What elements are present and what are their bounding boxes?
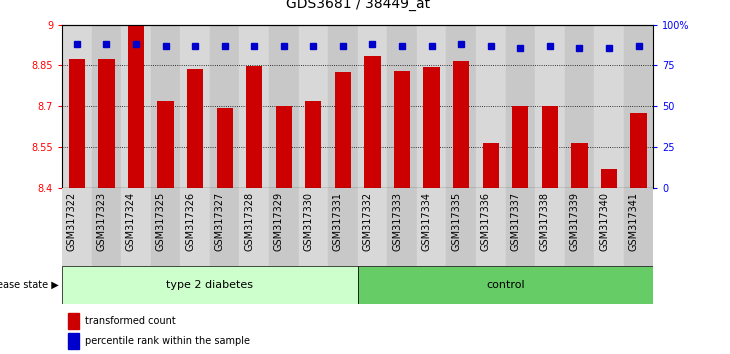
- Text: GSM317333: GSM317333: [392, 192, 402, 251]
- Bar: [210, 188, 239, 266]
- Text: GSM317338: GSM317338: [540, 192, 550, 251]
- Bar: [417, 25, 447, 188]
- Bar: [180, 188, 210, 266]
- Bar: [423, 67, 439, 188]
- Bar: [68, 313, 79, 329]
- Bar: [151, 188, 180, 266]
- Bar: [535, 188, 565, 266]
- Bar: [565, 25, 594, 188]
- Bar: [447, 188, 476, 266]
- Bar: [358, 188, 388, 266]
- Text: GSM317322: GSM317322: [67, 192, 77, 251]
- Bar: [121, 25, 151, 188]
- Text: GSM317340: GSM317340: [599, 192, 609, 251]
- Text: GSM317329: GSM317329: [274, 192, 284, 251]
- Bar: [358, 25, 388, 188]
- Bar: [388, 188, 417, 266]
- Bar: [476, 25, 505, 188]
- Bar: [239, 188, 269, 266]
- Bar: [565, 188, 594, 266]
- Bar: [121, 188, 151, 266]
- Text: GSM317332: GSM317332: [363, 192, 372, 251]
- Bar: [62, 188, 92, 266]
- Bar: [335, 72, 351, 188]
- Bar: [217, 108, 233, 188]
- Text: GSM317324: GSM317324: [126, 192, 136, 251]
- Text: GSM317334: GSM317334: [422, 192, 431, 251]
- Bar: [299, 25, 328, 188]
- Bar: [364, 56, 380, 188]
- Text: type 2 diabetes: type 2 diabetes: [166, 280, 253, 290]
- Bar: [69, 59, 85, 188]
- Bar: [453, 61, 469, 188]
- Bar: [476, 188, 505, 266]
- Bar: [506, 25, 535, 188]
- Bar: [572, 143, 588, 188]
- Bar: [328, 25, 358, 188]
- Bar: [246, 66, 262, 188]
- Bar: [180, 25, 210, 188]
- Bar: [358, 266, 653, 304]
- Bar: [542, 106, 558, 188]
- Text: GSM317337: GSM317337: [510, 192, 520, 251]
- Bar: [483, 143, 499, 188]
- Bar: [624, 25, 653, 188]
- Text: GSM317336: GSM317336: [481, 192, 491, 251]
- Bar: [269, 188, 299, 266]
- Bar: [388, 25, 417, 188]
- Text: GDS3681 / 38449_at: GDS3681 / 38449_at: [285, 0, 430, 11]
- Bar: [594, 25, 624, 188]
- Bar: [394, 71, 410, 188]
- Bar: [601, 169, 617, 188]
- Text: GSM317323: GSM317323: [96, 192, 107, 251]
- Bar: [68, 333, 79, 349]
- Text: GSM317331: GSM317331: [333, 192, 343, 251]
- Text: GSM317339: GSM317339: [569, 192, 580, 251]
- Bar: [239, 25, 269, 188]
- Text: GSM317330: GSM317330: [304, 192, 313, 251]
- Bar: [92, 188, 121, 266]
- Bar: [128, 26, 144, 188]
- Bar: [151, 25, 180, 188]
- Text: GSM317327: GSM317327: [215, 192, 225, 251]
- Bar: [269, 25, 299, 188]
- Bar: [417, 188, 447, 266]
- Bar: [210, 25, 239, 188]
- Bar: [99, 59, 115, 188]
- Bar: [187, 69, 203, 188]
- Bar: [328, 188, 358, 266]
- Bar: [92, 25, 121, 188]
- Bar: [594, 188, 624, 266]
- Bar: [512, 106, 529, 188]
- Bar: [62, 25, 92, 188]
- Bar: [299, 188, 328, 266]
- Bar: [631, 113, 647, 188]
- Bar: [62, 266, 358, 304]
- Bar: [535, 25, 565, 188]
- Text: transformed count: transformed count: [85, 316, 175, 326]
- Bar: [276, 106, 292, 188]
- Text: GSM317325: GSM317325: [155, 192, 166, 251]
- Bar: [447, 25, 476, 188]
- Text: GSM317341: GSM317341: [629, 192, 639, 251]
- Text: GSM317335: GSM317335: [451, 192, 461, 251]
- Bar: [158, 101, 174, 188]
- Bar: [624, 188, 653, 266]
- Text: control: control: [486, 280, 525, 290]
- Text: percentile rank within the sample: percentile rank within the sample: [85, 336, 250, 346]
- Bar: [506, 188, 535, 266]
- Bar: [305, 101, 321, 188]
- Text: GSM317326: GSM317326: [185, 192, 195, 251]
- Text: disease state ▶: disease state ▶: [0, 280, 58, 290]
- Text: GSM317328: GSM317328: [245, 192, 254, 251]
